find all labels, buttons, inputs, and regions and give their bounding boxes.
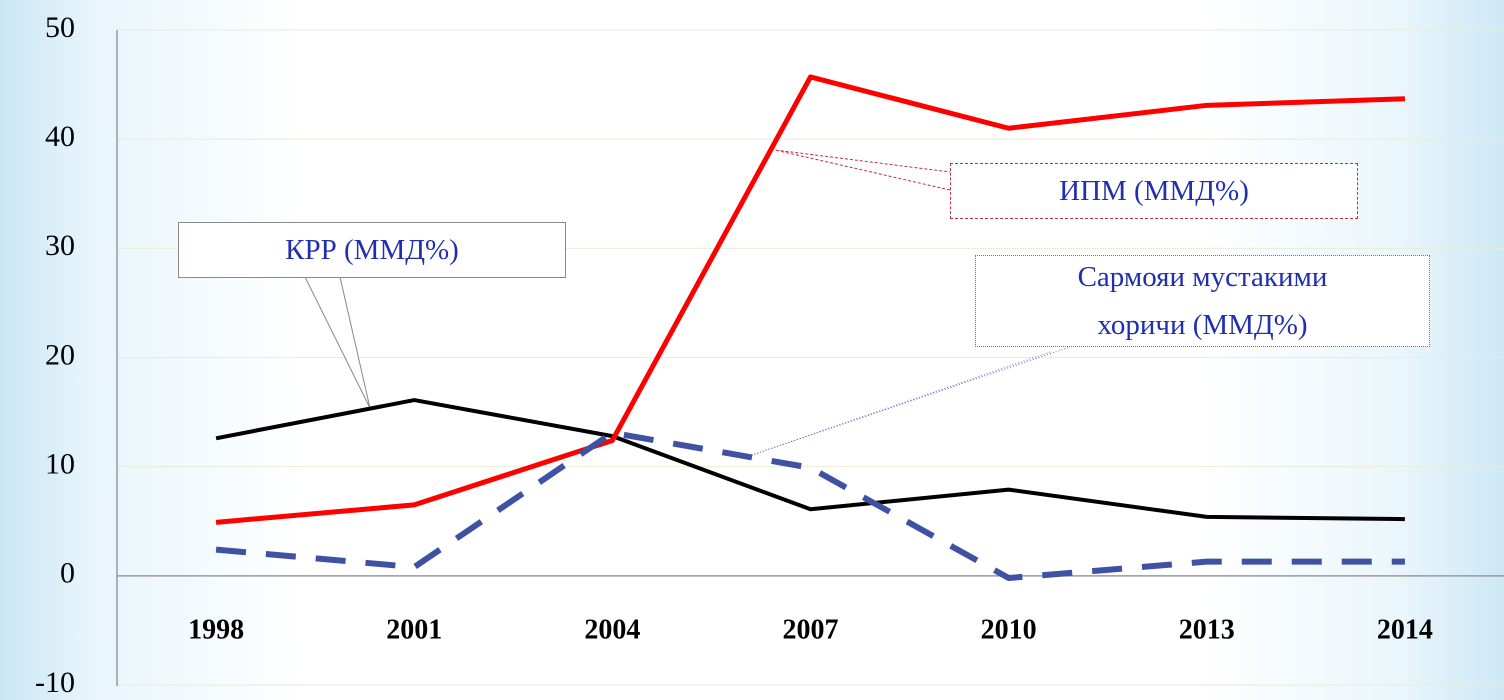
lines — [215, 74, 1406, 582]
callout: КРР (ММД%) — [178, 222, 566, 278]
x-tick-label: 2001 — [386, 614, 442, 645]
pointer — [751, 346, 1071, 456]
x-tick-label: 1998 — [188, 614, 244, 645]
y-tick-label: -10 — [35, 666, 75, 699]
x-tick-label: 2013 — [1179, 614, 1235, 645]
callout: Сармояи мустакими хоричи (ММД%) — [975, 255, 1430, 347]
x-tick-label: 2010 — [981, 614, 1037, 645]
x-tick-label: 2014 — [1377, 614, 1433, 645]
series-line — [215, 429, 1405, 582]
grid — [117, 29, 1504, 686]
y-tick-label: 50 — [45, 11, 75, 44]
x-tick-label: 2007 — [783, 614, 839, 645]
series-line — [215, 398, 1405, 522]
pointer — [304, 276, 371, 409]
y-tick-label: 40 — [45, 120, 75, 153]
series-line — [215, 74, 1406, 525]
y-tick-label: 10 — [45, 448, 75, 481]
y-tick-label: 20 — [45, 338, 75, 371]
pointer — [774, 149, 951, 191]
y-tick-label: 30 — [45, 229, 75, 262]
callout: ИПМ (ММД%) — [950, 163, 1358, 219]
x-tick-label: 2004 — [584, 614, 640, 645]
y-tick-label: 0 — [60, 557, 75, 590]
